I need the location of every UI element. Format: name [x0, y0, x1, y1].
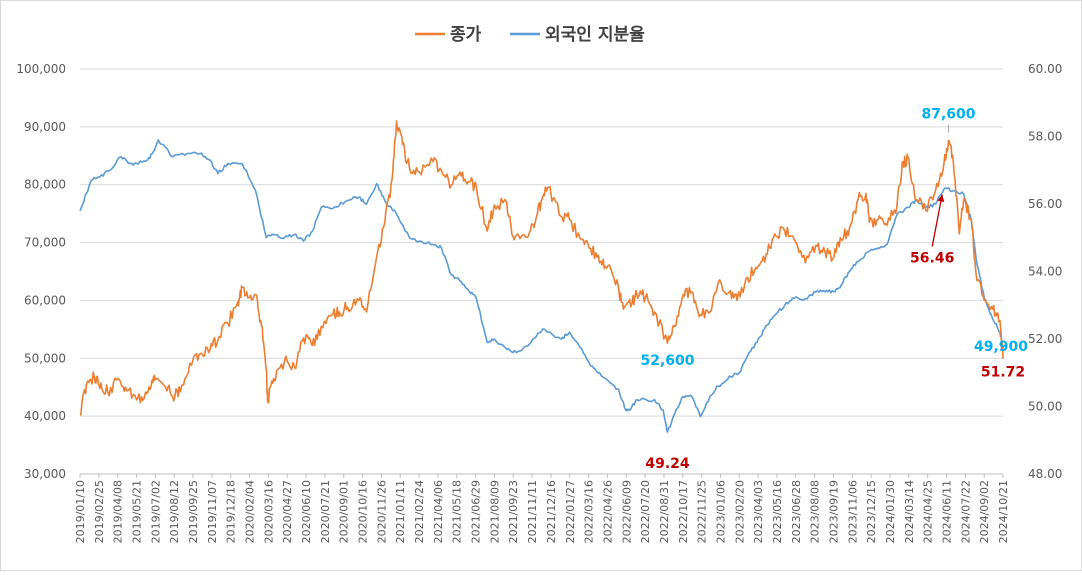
y-axis-left: 30,000 40,000 50,000 60,000 70,000 80,000 90,0…	[16, 62, 66, 481]
x-tick-label: 2021/09/23	[507, 480, 520, 543]
x-tick-label: 2019/07/02	[149, 480, 162, 543]
x-tick-label: 2022/07/20	[639, 480, 652, 543]
x-tick-label: 2022/08/31	[658, 480, 671, 543]
x-tick-label: 2020/04/27	[281, 480, 294, 543]
y-right-tick-label: 60.00	[1028, 62, 1062, 76]
x-tick-label: 2019/02/25	[93, 480, 106, 543]
x-tick-label: 2023/02/20	[733, 480, 746, 543]
x-tick-label: 2022/04/26	[601, 480, 614, 543]
y-left-tick-label: 30,000	[24, 467, 66, 481]
x-tick-label: 2024/06/11	[940, 480, 953, 543]
y-right-tick-label: 54.00	[1028, 265, 1062, 279]
annotations: 87,600 52,600 49.24 56.46 49,900 51.72	[641, 107, 1029, 472]
x-tick-label: 2023/11/06	[846, 480, 859, 543]
legend-label-foreign-ratio: 외국인 지분율	[545, 25, 645, 45]
annotation-label: 49,900	[974, 339, 1028, 355]
annotation-arrow	[931, 194, 943, 247]
y-left-tick-label: 40,000	[24, 409, 66, 423]
x-tick-label: 2020/02/04	[244, 480, 257, 543]
gridlines	[80, 68, 1003, 475]
y-left-tick-label: 70,000	[24, 236, 66, 250]
x-tick-label: 2019/05/21	[131, 480, 144, 543]
x-tick-label: 2023/05/16	[771, 480, 784, 543]
x-tick-label: 2024/04/25	[922, 480, 935, 543]
y-right-tick-label: 52.00	[1028, 332, 1062, 346]
y-left-tick-label: 50,000	[24, 351, 66, 365]
x-tick-label: 2022/10/17	[677, 480, 690, 543]
x-tick-label: 2024/10/21	[997, 480, 1010, 543]
annotation-label: 51.72	[981, 364, 1025, 380]
y-right-tick-label: 48.00	[1028, 467, 1062, 481]
x-tick-label: 2022/06/09	[620, 480, 633, 543]
y-left-tick-label: 100,000	[16, 62, 66, 76]
annotation-label: 56.46	[910, 250, 954, 266]
annotation-label: 49.24	[645, 456, 690, 472]
y-axis-right: 48.00 50.00 52.00 54.00 56.00 58.00 60.00	[1028, 62, 1062, 481]
x-tick-label: 2020/09/01	[338, 480, 351, 543]
y-right-tick-label: 50.00	[1028, 400, 1062, 414]
x-tick-label: 2023/12/15	[865, 480, 878, 543]
x-tick-label: 2019/08/12	[168, 480, 181, 543]
series-line-close	[79, 120, 1004, 416]
x-tick-label: 2021/04/06	[432, 480, 445, 543]
x-tick-label: 2024/07/22	[959, 480, 972, 543]
y-right-tick-label: 56.00	[1028, 197, 1062, 211]
x-tick-label: 2022/03/16	[583, 480, 596, 543]
x-tick-label: 2024/03/14	[903, 480, 916, 543]
x-tick-label: 2024/01/30	[884, 480, 897, 543]
x-tick-label: 2021/05/18	[451, 480, 464, 543]
y-left-tick-label: 80,000	[24, 178, 66, 192]
annotation-label: 52,600	[641, 353, 695, 369]
x-tick-label: 2019/01/10	[74, 480, 87, 543]
x-tick-label: 2021/12/16	[545, 480, 558, 543]
x-tick-label: 2023/08/08	[809, 480, 822, 543]
x-axis: 2019/01/10 2019/02/25 2019/04/08 2019/05/21…	[74, 473, 1010, 543]
x-tick-label: 2022/01/27	[564, 480, 577, 543]
x-tick-label: 2019/09/25	[187, 480, 200, 543]
x-tick-label: 2024/09/02	[978, 480, 991, 543]
x-tick-label: 2023/09/19	[827, 480, 840, 543]
legend: 종가 외국인 지분율	[415, 25, 645, 45]
x-tick-label: 2022/11/25	[696, 480, 709, 543]
x-tick-label: 2021/08/09	[488, 480, 501, 543]
x-tick-label: 2020/11/26	[375, 480, 388, 543]
x-tick-label: 2020/10/16	[357, 480, 370, 543]
annotation-arrowhead	[937, 194, 945, 202]
x-tick-label: 2019/04/08	[112, 480, 125, 543]
x-tick-label: 2021/02/24	[413, 480, 426, 543]
x-tick-label: 2020/03/16	[262, 480, 275, 543]
series-group	[79, 120, 1004, 433]
x-tick-label: 2020/06/10	[300, 480, 313, 543]
x-tick-label: 2023/04/03	[752, 480, 765, 543]
legend-label-close: 종가	[450, 25, 482, 45]
x-tick-label: 2021/06/29	[470, 480, 483, 543]
x-tick-label: 2020/07/21	[319, 480, 332, 543]
x-tick-label: 2021/11/11	[526, 480, 539, 543]
x-tick-label: 2019/11/07	[206, 480, 219, 543]
y-left-tick-label: 60,000	[24, 293, 66, 307]
x-tick-label: 2023/06/28	[790, 480, 803, 543]
y-left-tick-label: 90,000	[24, 120, 66, 134]
y-right-tick-label: 58.00	[1028, 130, 1062, 144]
series-line-foreign-ratio	[79, 139, 1004, 433]
x-tick-label: 2019/12/18	[225, 480, 238, 543]
annotation-label: 87,600	[922, 107, 976, 123]
x-tick-label: 2021/01/11	[394, 480, 407, 543]
x-tick-label: 2023/01/06	[714, 480, 727, 543]
